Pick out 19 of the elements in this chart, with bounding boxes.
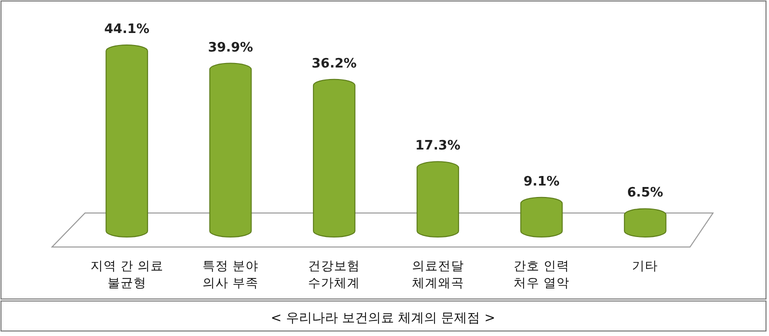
x-tick-label: 지역 간 의료 불균형	[90, 258, 164, 290]
bar	[624, 208, 666, 238]
data-label: 6.5%	[627, 186, 664, 201]
data-label: 9.1%	[523, 174, 560, 190]
x-tick-label: 의료전달 체계왜곡	[412, 258, 464, 290]
data-label: 17.3%	[415, 138, 460, 154]
x-tick-label: 건강보험 수가체계	[308, 258, 360, 290]
data-label: 44.1%	[104, 22, 150, 37]
data-label: 36.2%	[312, 56, 357, 72]
bar	[416, 161, 460, 238]
bar	[312, 78, 356, 238]
text: < 우리나라 보건의료 체계의 문제점 >	[270, 311, 496, 326]
bar	[106, 44, 148, 238]
bar	[520, 196, 563, 238]
x-tick-label: 기타	[632, 258, 658, 273]
x-tick-label: 간호 인력 처우 열악	[514, 258, 570, 290]
x-tick-label: 특정 분야 의사 부족	[202, 258, 258, 290]
data-label: 39.9%	[208, 40, 254, 56]
bar	[209, 62, 252, 238]
